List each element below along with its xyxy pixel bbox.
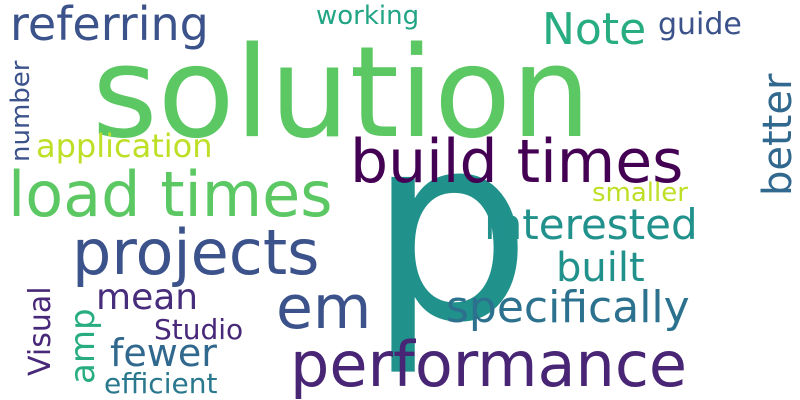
word-guide: guide	[658, 7, 742, 42]
word-amp: amp	[63, 308, 103, 384]
word-referring: referring	[10, 0, 209, 51]
word-em: em	[276, 273, 372, 343]
word-better: better	[755, 73, 800, 196]
word-load-times: load times	[8, 158, 333, 231]
word-interested: interested	[484, 200, 698, 249]
word-projects: projects	[72, 216, 320, 289]
word-efficient: efficient	[104, 367, 218, 400]
word-solution: solution	[92, 19, 591, 166]
word-fewer: fewer	[110, 331, 217, 375]
word-smaller: smaller	[592, 178, 688, 208]
word-Studio: Studio	[154, 313, 244, 346]
word-Note: Note	[542, 4, 647, 55]
word-p: p	[368, 79, 532, 379]
word-number: number	[6, 60, 36, 162]
word-built: built	[556, 245, 645, 291]
word-Visual: Visual	[23, 286, 58, 376]
word-specifically: specifically	[446, 282, 690, 333]
word-application: application	[36, 127, 213, 165]
word-mean: mean	[96, 277, 199, 318]
word-build-times: build times	[350, 127, 684, 197]
word-working: working	[316, 1, 420, 31]
word-performance: performance	[290, 328, 688, 400]
